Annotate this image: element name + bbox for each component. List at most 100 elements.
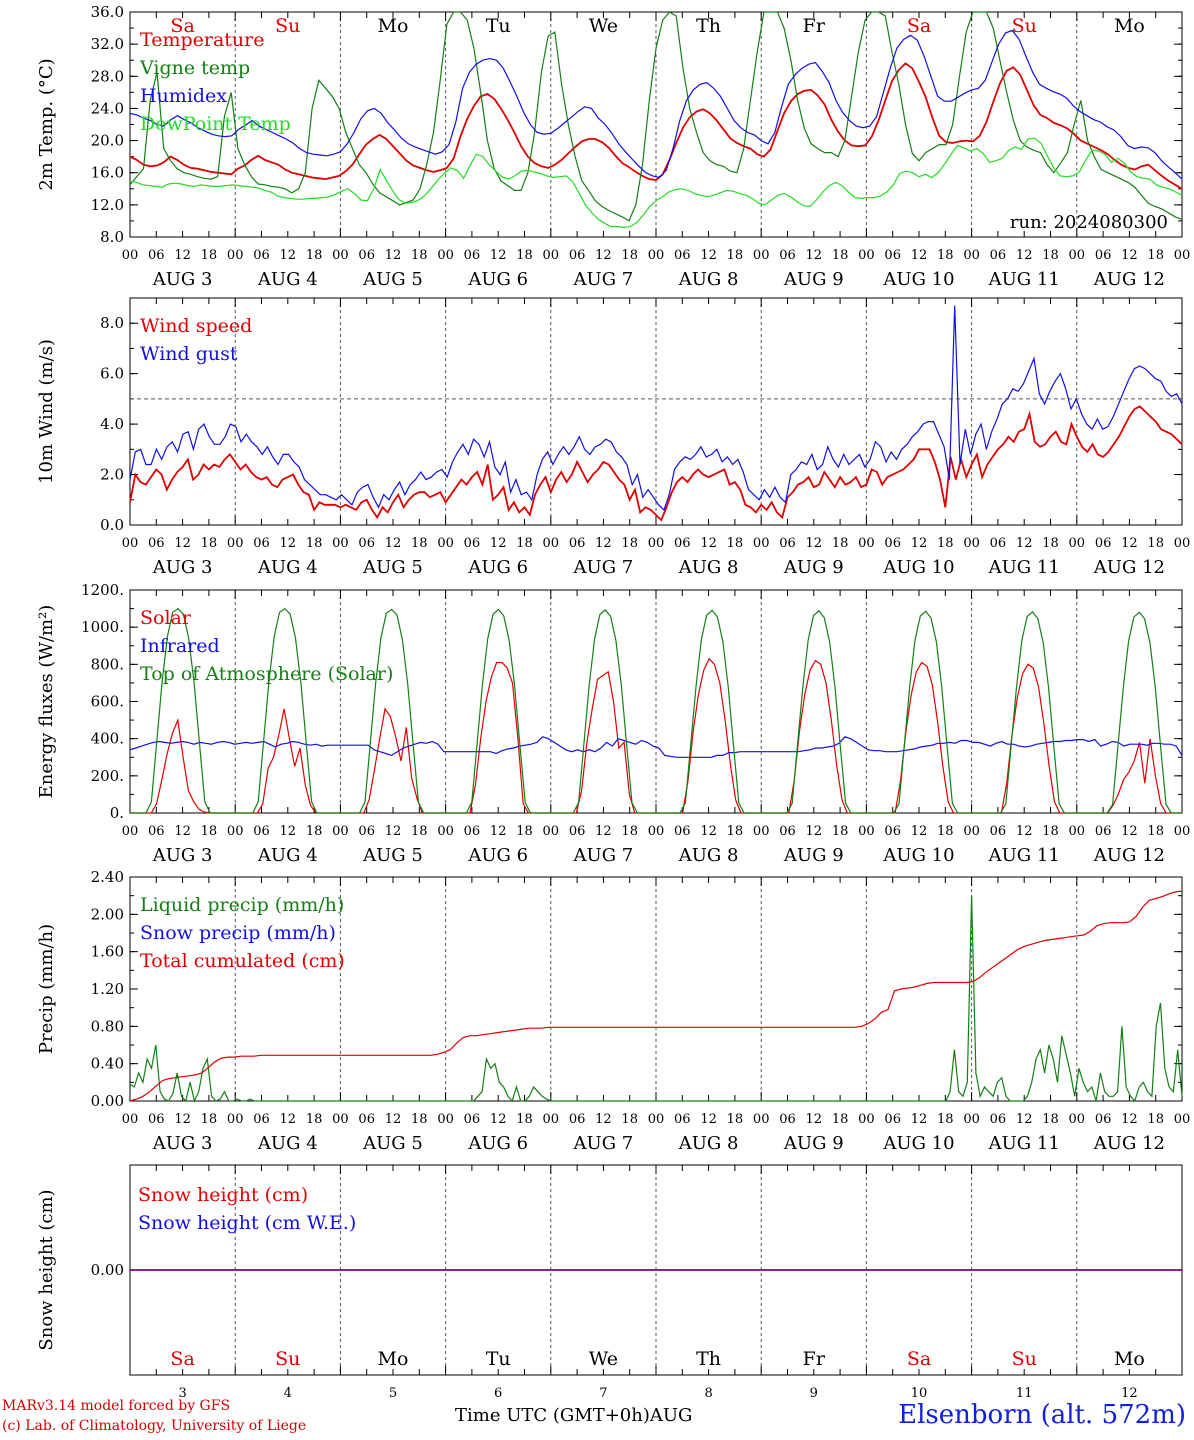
hour-tick-label: 06 bbox=[884, 1112, 901, 1127]
hour-tick-label: 12 bbox=[806, 824, 823, 839]
day-number-label: 5 bbox=[389, 1386, 397, 1401]
y-tick-label: 32.0 bbox=[91, 35, 124, 53]
legend-entry: Snow height (cm) bbox=[138, 1184, 308, 1206]
hour-tick-label: 06 bbox=[884, 248, 901, 263]
hour-tick-label: 06 bbox=[779, 536, 796, 551]
hour-tick-label: 12 bbox=[700, 536, 717, 551]
hour-tick-label: 18 bbox=[306, 248, 323, 263]
hour-tick-label: 06 bbox=[464, 536, 481, 551]
y-tick-label: 600. bbox=[91, 693, 124, 711]
hour-tick-label: 12 bbox=[595, 824, 612, 839]
y-tick-label: 2.00 bbox=[91, 905, 124, 923]
hour-tick-label: 12 bbox=[174, 536, 191, 551]
y-tick-label: 1000. bbox=[81, 618, 124, 636]
hour-tick-label: 06 bbox=[569, 248, 586, 263]
day-name-label: Mo bbox=[1114, 15, 1145, 37]
hour-tick-label: 12 bbox=[911, 248, 928, 263]
series-line-blue bbox=[129, 29, 1183, 180]
day-number-label: 10 bbox=[911, 1386, 928, 1401]
hour-tick-label: 06 bbox=[358, 536, 375, 551]
y-tick-label: 20.0 bbox=[91, 132, 124, 150]
hour-tick-label: 06 bbox=[253, 824, 270, 839]
hour-tick-label: 18 bbox=[411, 824, 428, 839]
hour-tick-label: 18 bbox=[832, 824, 849, 839]
hour-tick-label: 18 bbox=[201, 248, 218, 263]
hour-tick-label: 18 bbox=[411, 1112, 428, 1127]
day-name-label: Su bbox=[1012, 1348, 1037, 1370]
hour-tick-label: 18 bbox=[516, 824, 533, 839]
date-label: AUG 5 bbox=[362, 845, 423, 866]
hour-tick-label: 00 bbox=[858, 1112, 875, 1127]
x-axis-label: Time UTC (GMT+0h)AUG bbox=[455, 1405, 692, 1426]
hour-tick-label: 00 bbox=[858, 248, 875, 263]
hour-tick-label: 18 bbox=[832, 536, 849, 551]
legend-entry: Wind gust bbox=[140, 343, 238, 365]
hour-tick-label: 12 bbox=[174, 824, 191, 839]
day-name-label: We bbox=[589, 15, 618, 37]
hour-tick-label: 00 bbox=[437, 248, 454, 263]
y-axis-label: Precip (mm/h) bbox=[36, 924, 57, 1054]
run-annotation: run: 2024080300 bbox=[1010, 212, 1168, 233]
hour-tick-label: 06 bbox=[569, 1112, 586, 1127]
hour-tick-label: 00 bbox=[648, 824, 665, 839]
date-label: AUG 3 bbox=[152, 845, 213, 866]
hour-tick-label: 06 bbox=[884, 536, 901, 551]
hour-tick-label: 12 bbox=[174, 1112, 191, 1127]
hour-tick-label: 18 bbox=[937, 1112, 954, 1127]
hour-tick-label: 12 bbox=[385, 824, 402, 839]
hour-tick-label: 18 bbox=[1147, 536, 1164, 551]
x-axis-title: Time UTC (GMT+0h) bbox=[455, 1405, 650, 1426]
date-label: AUG 6 bbox=[467, 1133, 528, 1154]
hour-tick-label: 00 bbox=[1069, 536, 1086, 551]
hour-tick-label: 06 bbox=[884, 824, 901, 839]
hour-tick-label: 18 bbox=[832, 1112, 849, 1127]
y-tick-label: 0.00 bbox=[91, 1261, 124, 1279]
legend-entry: Total cumulated (cm) bbox=[140, 950, 345, 972]
date-label: AUG 11 bbox=[988, 1133, 1060, 1154]
y-tick-label: 8.0 bbox=[100, 314, 124, 332]
hour-tick-label: 12 bbox=[385, 248, 402, 263]
hour-tick-label: 00 bbox=[543, 536, 560, 551]
date-label: AUG 11 bbox=[988, 845, 1060, 866]
y-tick-label: 4.0 bbox=[100, 415, 124, 433]
hour-tick-label: 06 bbox=[569, 824, 586, 839]
legend-entry: Infrared bbox=[140, 635, 220, 657]
hour-tick-label: 12 bbox=[1016, 824, 1033, 839]
date-label: AUG 7 bbox=[573, 269, 634, 290]
hour-tick-label: 18 bbox=[516, 536, 533, 551]
date-label: AUG 6 bbox=[467, 845, 528, 866]
legend-entry: Humidex bbox=[140, 85, 227, 107]
day-number-label: 3 bbox=[178, 1386, 186, 1401]
hour-tick-label: 12 bbox=[385, 1112, 402, 1127]
y-tick-label: 800. bbox=[91, 655, 124, 673]
y-tick-label: 0.0 bbox=[100, 516, 124, 534]
hour-tick-label: 12 bbox=[1121, 824, 1138, 839]
hour-tick-label: 00 bbox=[648, 248, 665, 263]
date-label: AUG 11 bbox=[988, 557, 1060, 578]
hour-tick-label: 00 bbox=[332, 248, 349, 263]
y-tick-label: 400. bbox=[91, 730, 124, 748]
hour-tick-label: 06 bbox=[1095, 248, 1112, 263]
panel-4 bbox=[129, 876, 1183, 1103]
hour-tick-label: 00 bbox=[753, 824, 770, 839]
y-tick-label: 0.80 bbox=[91, 1017, 124, 1035]
hour-tick-label: 18 bbox=[937, 536, 954, 551]
y-tick-label: 12.0 bbox=[91, 196, 124, 214]
day-name-label: Th bbox=[696, 1348, 721, 1370]
hour-tick-label: 12 bbox=[806, 1112, 823, 1127]
y-axis-label: Energy fluxes (W/m²) bbox=[36, 605, 57, 799]
hour-tick-label: 18 bbox=[411, 536, 428, 551]
legend-entry: Temperature bbox=[140, 29, 264, 51]
hour-tick-label: 18 bbox=[621, 824, 638, 839]
date-label: AUG 3 bbox=[152, 557, 213, 578]
day-name-label: Sa bbox=[170, 15, 194, 37]
legend-entry: Snow precip (mm/h) bbox=[140, 922, 336, 944]
hour-tick-label: 06 bbox=[1095, 824, 1112, 839]
legend-entry: Liquid precip (mm/h) bbox=[140, 894, 344, 916]
hour-tick-label: 00 bbox=[227, 824, 244, 839]
hour-tick-label: 00 bbox=[227, 536, 244, 551]
hour-tick-label: 00 bbox=[1174, 1112, 1191, 1127]
hour-tick-label: 06 bbox=[464, 248, 481, 263]
hour-tick-label: 12 bbox=[595, 536, 612, 551]
hour-tick-label: 00 bbox=[122, 1112, 139, 1127]
